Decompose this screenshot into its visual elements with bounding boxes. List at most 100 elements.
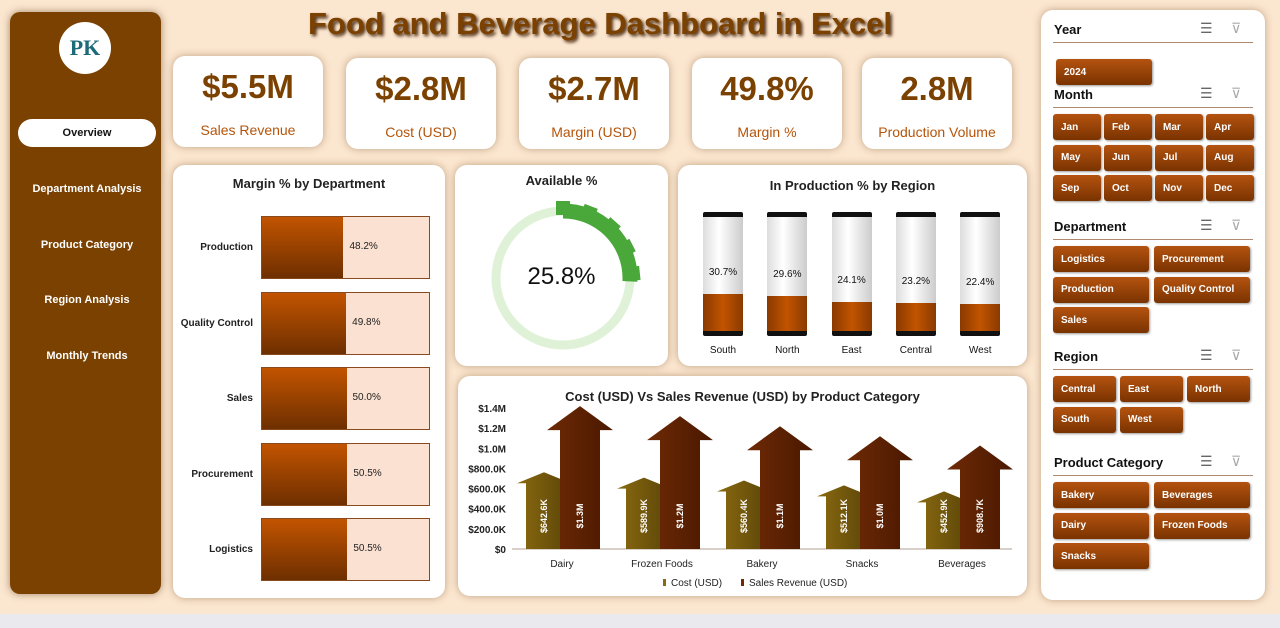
y-tick-label: $1.2M: [478, 424, 506, 435]
slicer-item[interactable]: Dairy: [1053, 512, 1149, 539]
nav-monthly-trends[interactable]: Monthly Trends: [46, 350, 128, 362]
logo-mark: PK: [69, 35, 101, 60]
slicer-item[interactable]: Bakery: [1053, 482, 1149, 508]
divider: [1053, 369, 1253, 370]
slicer-panel: Year ☰ ⊽ 2024 Month ☰ ⊽ Jan Feb Mar Apr May Jun Jul Au…: [1041, 10, 1265, 600]
x-tick-label: Frozen Foods: [631, 559, 693, 570]
arrow-chart-svg: $0 $200.0K $400.0K $600.0K $800.0K $1.0M $1.2M…: [468, 404, 1013, 589]
nav-overview[interactable]: Overview: [18, 119, 156, 147]
cost-vs-sales-chart: Cost (USD) Vs Sales Revenue (USD) by Pro…: [458, 376, 1027, 596]
sales-arrow: [547, 406, 613, 549]
category-label: North: [775, 345, 800, 356]
slicer-item[interactable]: 2024: [1056, 59, 1152, 85]
nav-product-category[interactable]: Product Category: [40, 239, 134, 251]
cost-arrow: [517, 472, 571, 549]
data-label: 50.5%: [353, 543, 382, 554]
slicer-item[interactable]: West: [1120, 406, 1183, 433]
slicer-item[interactable]: Jan: [1053, 114, 1101, 140]
kpi-card: $2.7M Margin (USD): [519, 58, 669, 149]
kpi-card: 49.8% Margin %: [692, 58, 842, 149]
slicer-item[interactable]: Snacks: [1053, 543, 1149, 569]
slicer-title: Year: [1054, 22, 1082, 37]
data-label: 23.2%: [901, 276, 931, 288]
category-label: East: [841, 345, 862, 356]
divider: [1053, 107, 1253, 108]
slicer-item[interactable]: Frozen Foods: [1154, 512, 1250, 539]
cost-arrow: [817, 485, 871, 549]
cost-arrow: [917, 491, 971, 549]
cylinder: 30.7%: [703, 212, 743, 336]
donut-tick: [625, 265, 641, 282]
data-label: $642.6K: [539, 498, 549, 533]
slicer-item[interactable]: Procurement: [1154, 246, 1250, 272]
slicer-item[interactable]: Apr: [1206, 114, 1254, 140]
kpi-label: Cost (USD): [385, 124, 457, 140]
clear-filter-icon[interactable]: ⊽: [1231, 217, 1242, 233]
slicer-item[interactable]: Beverages: [1154, 482, 1250, 508]
slicer-item[interactable]: Jun: [1104, 144, 1152, 171]
multi-select-icon[interactable]: ☰: [1200, 85, 1213, 101]
cylinder: 23.2%: [895, 212, 936, 336]
divider: [1053, 42, 1253, 43]
slicer-item[interactable]: Mar: [1155, 114, 1203, 140]
bar-track: 50.5%: [261, 518, 430, 581]
x-tick-label: Snacks: [846, 559, 879, 570]
cylinder: 24.1%: [831, 212, 872, 336]
y-tick-label: $400.0K: [468, 505, 507, 516]
slicer-item[interactable]: Dec: [1206, 175, 1254, 201]
slicer-item[interactable]: Oct: [1104, 175, 1152, 201]
clear-filter-icon[interactable]: ⊽: [1231, 85, 1242, 101]
slicer-item[interactable]: Nov: [1155, 175, 1203, 201]
bar-track: 50.0%: [261, 367, 430, 430]
multi-select-icon[interactable]: ☰: [1200, 217, 1213, 233]
nav-department-analysis[interactable]: Department Analysis: [32, 183, 142, 195]
kpi-label: Margin (USD): [551, 124, 637, 140]
kpi-label: Margin %: [737, 124, 797, 140]
slicer-item[interactable]: Quality Control: [1154, 276, 1250, 303]
slicer-item[interactable]: Jul: [1155, 144, 1203, 171]
clear-filter-icon[interactable]: ⊽: [1231, 20, 1242, 36]
slicer-item[interactable]: Aug: [1206, 144, 1254, 171]
sales-arrow: [947, 445, 1013, 549]
sales-arrow: [847, 436, 913, 549]
slicer-item[interactable]: Production: [1053, 276, 1149, 303]
slicer-item[interactable]: Sales: [1053, 307, 1149, 333]
multi-select-icon[interactable]: ☰: [1200, 347, 1213, 363]
data-label: $1.2M: [675, 503, 685, 528]
kpi-card: $5.5M Sales Revenue: [173, 56, 323, 147]
slicer-item[interactable]: Central: [1053, 376, 1116, 402]
kpi-label: Sales Revenue: [200, 122, 296, 138]
sales-arrow: [647, 416, 713, 549]
kpi-value: $5.5M: [202, 68, 294, 105]
bar: [262, 217, 344, 278]
data-label: 29.6%: [773, 268, 802, 280]
kpi-value: $2.8M: [375, 70, 467, 107]
slicer-item[interactable]: East: [1120, 376, 1183, 402]
clear-filter-icon[interactable]: ⊽: [1231, 347, 1242, 363]
kpi-label: Production Volume: [878, 124, 996, 140]
slicer-item[interactable]: North: [1187, 376, 1250, 402]
y-tick-label: $1.4M: [478, 404, 506, 415]
clear-filter-icon[interactable]: ⊽: [1231, 453, 1242, 469]
cylinder-fill: [767, 295, 808, 331]
nav-region-analysis[interactable]: Region Analysis: [44, 294, 130, 306]
multi-select-icon[interactable]: ☰: [1200, 453, 1213, 469]
sheet-tab-bar[interactable]: [0, 614, 1280, 628]
slicer-item[interactable]: May: [1053, 144, 1101, 171]
slicer-title: Product Category: [1054, 455, 1164, 470]
category-label: West: [968, 345, 992, 356]
multi-select-icon[interactable]: ☰: [1200, 20, 1213, 36]
slicer-item[interactable]: South: [1053, 406, 1116, 433]
cylinder-fill: [960, 304, 1001, 331]
x-tick-label: Bakery: [746, 559, 777, 570]
available-percent-chart: Available % 25.8%: [455, 165, 668, 366]
divider: [1053, 239, 1253, 240]
slicer-title: Region: [1054, 349, 1099, 364]
slicer-item[interactable]: Logistics: [1053, 246, 1149, 272]
slicer-item[interactable]: Feb: [1104, 114, 1152, 140]
in-production-by-region-chart: In Production % by Region 30.7% South 29.6…: [678, 165, 1027, 366]
slicer-title: Department: [1054, 219, 1127, 234]
data-label: $1.1M: [775, 503, 785, 528]
slicer-item[interactable]: Sep: [1053, 175, 1101, 201]
bar: [262, 292, 347, 354]
